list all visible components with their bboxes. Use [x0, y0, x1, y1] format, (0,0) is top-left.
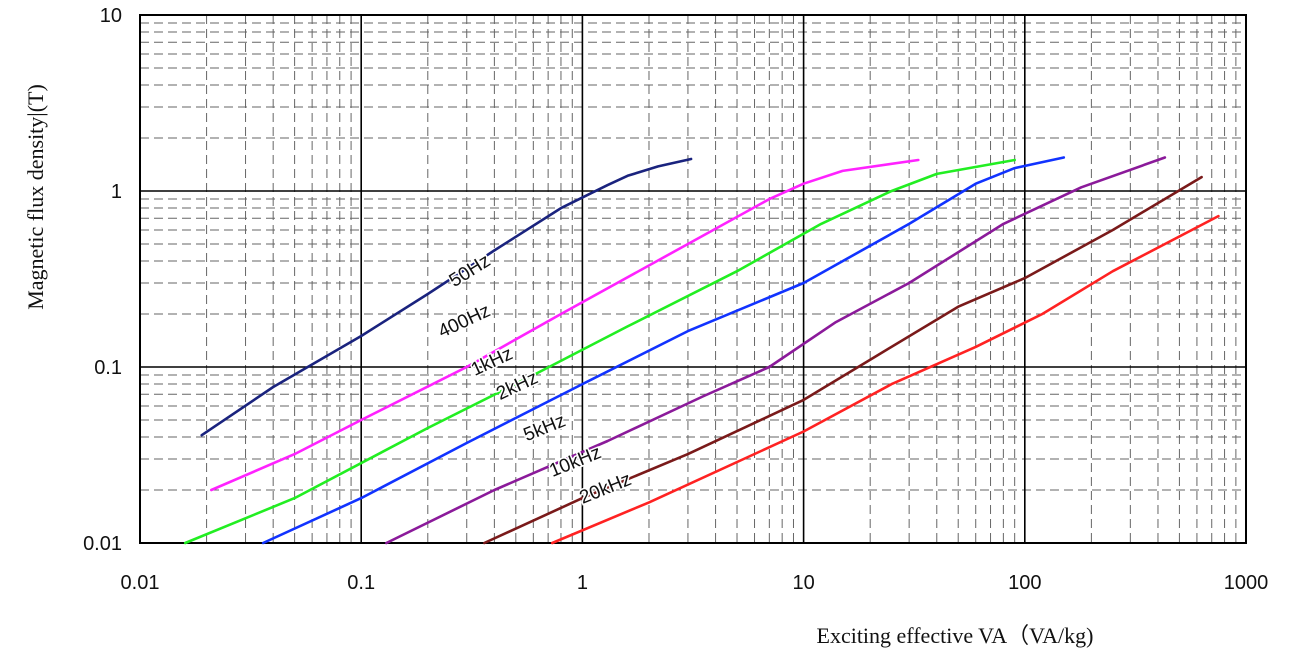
curve-label-10khz: 10kHz: [547, 442, 605, 482]
x-tick-label: 1: [577, 572, 588, 594]
minor-grid: [140, 15, 1246, 543]
x-tick-label: 0.1: [347, 572, 375, 594]
series-line-400hz: [210, 158, 920, 492]
series-line-5khz: [385, 156, 1167, 545]
curve-label-20khz: 20kHz: [577, 469, 635, 509]
y-tick-label: 1: [111, 181, 122, 203]
series-line-1khz: [183, 158, 1016, 545]
curve-label-5khz: 5kHz: [521, 410, 569, 446]
major-grid: [140, 15, 1246, 543]
curve-label-400hz: 400Hz: [435, 300, 494, 342]
y-tick-labels: 0.01 0.1 1 10: [83, 5, 122, 555]
x-tick-label: 1000: [1224, 572, 1269, 594]
y-tick-label: 0.01: [83, 533, 122, 555]
curve-label-2khz: 2kHz: [493, 367, 541, 404]
series-line-2khz: [261, 156, 1066, 545]
x-tick-label: 100: [1008, 572, 1041, 594]
curve-label-50hz: 50Hz: [446, 250, 495, 291]
x-tick-label: 10: [792, 572, 814, 594]
y-tick-label: 10: [100, 5, 122, 27]
x-axis-label: Exciting effective VA（VA/kg): [817, 623, 1094, 648]
y-tick-label: 0.1: [94, 357, 122, 379]
y-axis-label: Magnetic flux density|(T): [23, 84, 48, 310]
series-line-50hz: [200, 157, 693, 437]
x-tick-labels: 0.01 0.1 1 10 100 1000: [121, 572, 1269, 594]
series-line-20khz: [550, 214, 1220, 545]
x-tick-label: 0.01: [121, 572, 160, 594]
plot-frame: [139, 14, 1247, 544]
series-line-10khz: [483, 175, 1203, 545]
series-layer: [183, 156, 1220, 545]
